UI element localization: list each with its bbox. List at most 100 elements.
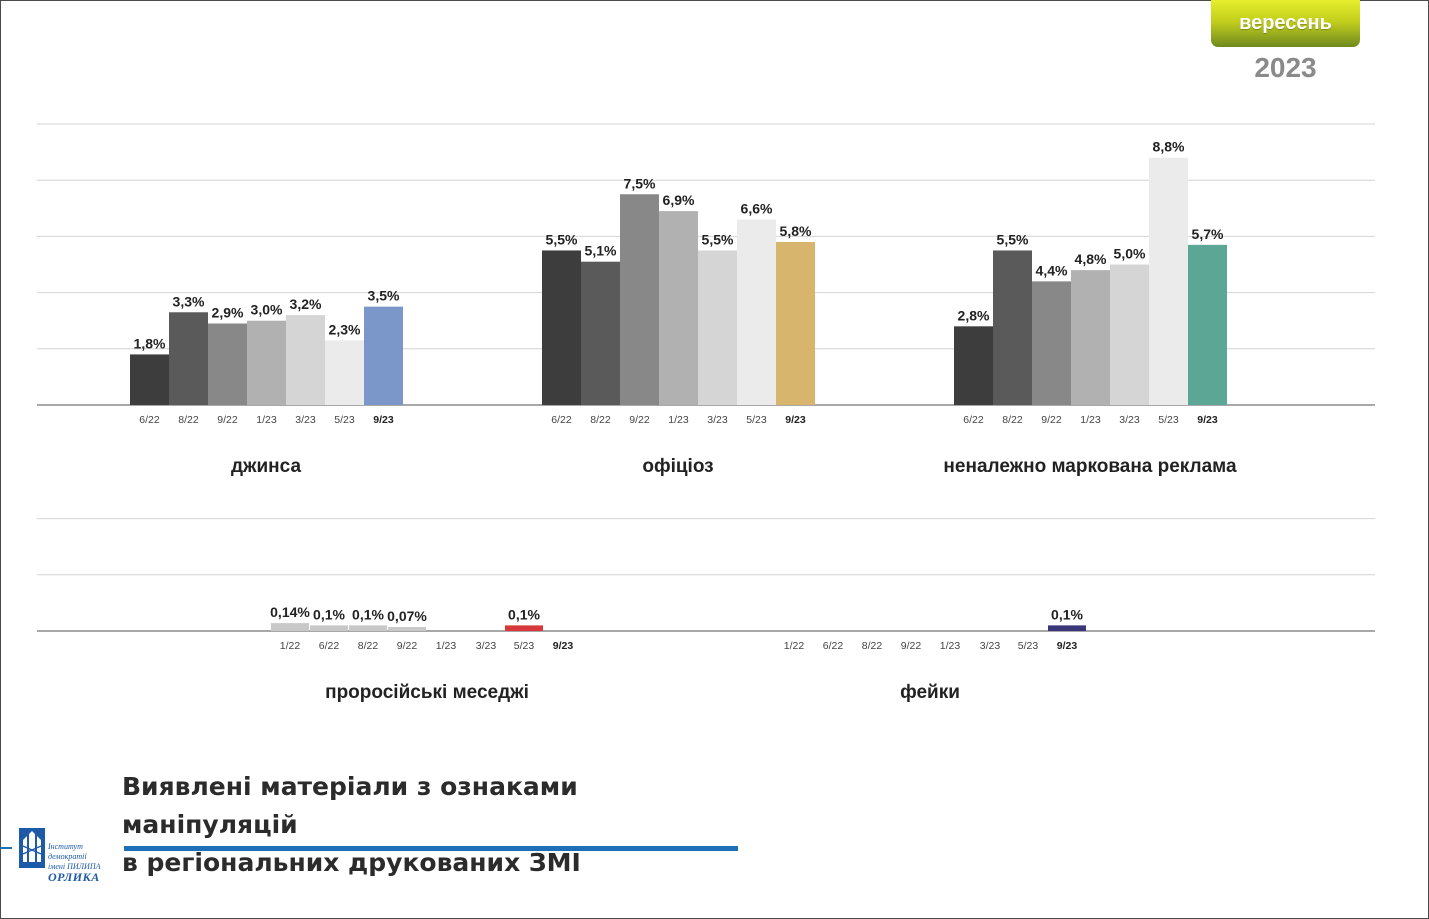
- data-label: 3,5%: [368, 288, 400, 304]
- tick-label: 1/22: [784, 640, 805, 652]
- tick-label: 9/22: [629, 414, 650, 426]
- tick-label: 5/23: [1018, 640, 1039, 652]
- chart-1: 1,8% 6/22 3,3% 8/22 2,9% 9/22 3,0% 1/23 3,2% 3/23…: [130, 288, 403, 477]
- tick-label: 8/22: [178, 414, 199, 426]
- tick-label: 9/23: [373, 414, 394, 426]
- data-label: 1,8%: [134, 335, 166, 351]
- tick-label: 9/23: [785, 414, 806, 426]
- tick-label: 1/23: [436, 640, 457, 652]
- data-label: 2,9%: [212, 305, 244, 321]
- bar-8-22: [169, 312, 208, 405]
- tick-label: 6/22: [551, 414, 572, 426]
- data-label: 6,6%: [741, 201, 773, 217]
- data-label: 4,4%: [1036, 262, 1068, 278]
- tick-label: 5/23: [746, 414, 767, 426]
- month-badge: вересень: [1211, 0, 1360, 47]
- data-label: 5,1%: [585, 243, 617, 259]
- title-underline: [124, 846, 738, 851]
- data-label: 3,3%: [173, 293, 205, 309]
- bar-9-23: [776, 242, 815, 405]
- tick-label: 5/23: [334, 414, 355, 426]
- data-label: 0,1%: [352, 606, 384, 622]
- bar-9-23: [1048, 625, 1086, 631]
- data-label: 4,8%: [1075, 251, 1107, 267]
- data-label: 2,8%: [958, 307, 990, 323]
- chart-4: 0,14% 1/22 0,1% 6/22 0,1% 8/22 0,07% 9/22 1/23 3/…: [270, 604, 573, 703]
- tick-label: 9/23: [553, 640, 574, 652]
- bar-3-23: [286, 315, 325, 405]
- data-label: 6,9%: [663, 192, 695, 208]
- bar-1-23: [247, 320, 286, 405]
- tick-label: 8/22: [1002, 414, 1023, 426]
- tick-label: 8/22: [358, 640, 379, 652]
- tick-label: 6/22: [823, 640, 844, 652]
- data-label: 0,1%: [313, 606, 345, 622]
- tick-label: 9/22: [217, 414, 238, 426]
- tick-label: 1/23: [256, 414, 277, 426]
- data-label: 5,5%: [702, 231, 734, 247]
- tick-label: 9/23: [1197, 414, 1218, 426]
- bar-9-23: [364, 306, 403, 405]
- chart-category-title: фейки: [900, 682, 960, 703]
- bar-5-23: [325, 340, 364, 405]
- chart-category-title: офіціоз: [642, 456, 713, 477]
- tick-label: 9/22: [901, 640, 922, 652]
- data-label: 5,7%: [1192, 226, 1224, 242]
- tick-label: 3/23: [980, 640, 1001, 652]
- chart-5: 1/22 6/22 8/22 9/22 1/23 3/23 5/23 0,1% 9/23 фейк…: [784, 606, 1086, 703]
- tick-label: 8/22: [862, 640, 883, 652]
- data-label: 5,5%: [546, 231, 578, 247]
- data-label: 5,5%: [997, 231, 1029, 247]
- tick-label: 1/22: [280, 640, 301, 652]
- institute-logo-icon: [19, 828, 45, 868]
- year-label: 2023: [1254, 52, 1317, 83]
- slide-title: Виявлені матеріали з ознаками маніпуляці…: [122, 768, 762, 882]
- chart-category-title: проросійські меседжі: [325, 682, 529, 703]
- bar-6-22: [130, 354, 169, 405]
- bar-5-23: [1149, 157, 1188, 405]
- tick-label: 1/23: [668, 414, 689, 426]
- tick-label: 3/23: [707, 414, 728, 426]
- bar-1-23: [1071, 270, 1110, 405]
- tick-label: 6/22: [319, 640, 340, 652]
- data-label: 3,2%: [290, 296, 322, 312]
- bar-6-22: [954, 326, 993, 405]
- data-label: 8,8%: [1153, 139, 1185, 155]
- data-label: 0,14%: [270, 604, 310, 620]
- chart-category-title: неналежно маркована реклама: [943, 456, 1237, 477]
- chart-3: 2,8% 6/22 5,5% 8/22 4,4% 9/22 4,8% 1/23 5,0% 3/23…: [943, 139, 1237, 477]
- tick-label: 9/22: [1041, 414, 1062, 426]
- tick-label: 1/23: [1080, 414, 1101, 426]
- tick-label: 6/22: [139, 414, 160, 426]
- slide-title-line-2: в регіональних друкованих ЗМІ: [122, 848, 581, 877]
- tick-label: 8/22: [590, 414, 611, 426]
- chart-category-title: джинса: [231, 456, 301, 477]
- data-label: 0,1%: [508, 606, 540, 622]
- tick-label: 9/23: [1057, 640, 1078, 652]
- tick-label: 5/23: [514, 640, 535, 652]
- bar-9-22: [388, 627, 426, 631]
- bar-3-23: [1110, 264, 1149, 405]
- data-label: 7,5%: [624, 175, 656, 191]
- bar-8-22: [349, 625, 387, 631]
- bar-3-23: [698, 250, 737, 405]
- logo-line-2: імені ПИЛИПА: [48, 862, 101, 871]
- data-label: 3,0%: [251, 302, 283, 318]
- bar-1-23: [659, 211, 698, 405]
- tick-label: 3/23: [1119, 414, 1140, 426]
- logo-text: Інститут демократії імені ПИЛИПА ОРЛИКА: [48, 842, 122, 883]
- data-label: 5,8%: [780, 223, 812, 239]
- bar-5-23: [737, 219, 776, 405]
- bar-9-23: [1188, 244, 1227, 405]
- bar-9-22: [620, 194, 659, 405]
- tick-label: 5/23: [1158, 414, 1179, 426]
- tick-label: 1/23: [940, 640, 961, 652]
- bar-5-23: [505, 625, 543, 631]
- bar-6-22: [310, 625, 348, 631]
- data-label: 0,07%: [387, 608, 427, 624]
- bar-9-22: [1032, 281, 1071, 405]
- title-accent-line: [0, 847, 12, 849]
- bar-1-22: [271, 623, 309, 631]
- tick-label: 3/23: [476, 640, 497, 652]
